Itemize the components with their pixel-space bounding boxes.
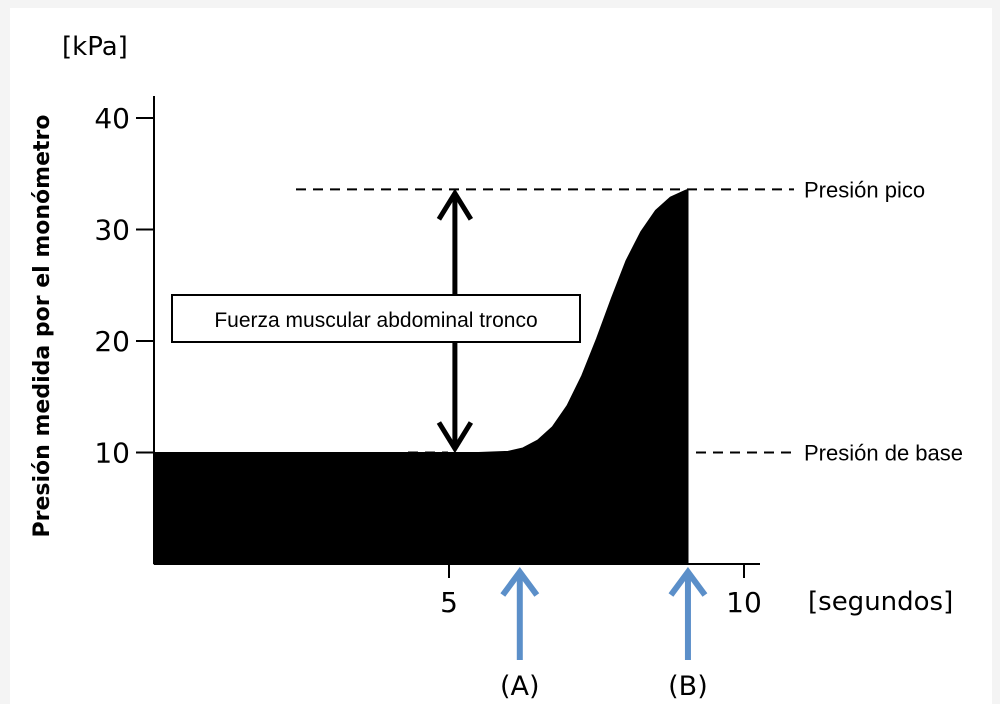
peak-pressure-label: Presión pico [804,177,925,202]
marker-label: (A) [500,671,540,702]
annotation-layer: Fuerza muscular abdominal tronco [171,188,581,454]
marker-layer: (A) (B) [500,566,708,702]
area-layer [153,188,689,565]
reference-lines: Presión pico Presión de base [296,177,963,466]
force-arrow-head-up [436,188,474,221]
annotation-box [171,294,581,343]
y-axis-title: Presión medida por el monómetro [30,115,55,538]
marker-arrow-head [500,566,540,597]
force-arrow-head-down [436,421,474,454]
marker-arrow-head [668,566,708,597]
event-marker: (B) [668,566,708,702]
marker-label: (B) [668,671,708,702]
y-tick-label: 30 [94,214,130,247]
pressure-area [153,188,689,565]
annotation-label: Fuerza muscular abdominal tronco [214,309,537,332]
x-tick-label: 5 [440,586,458,619]
axes-layer: 10 20 30 40 5 10 [94,96,762,619]
x-tick-label: 10 [726,586,762,619]
chart-panel [10,8,992,704]
x-unit-label: [segundos] [808,587,953,617]
y-tick-label: 20 [94,325,130,358]
y-unit-label: [kPa] [62,32,128,62]
y-tick-label: 10 [94,437,130,470]
base-pressure-label: Presión de base [804,441,963,466]
y-tick-label: 40 [94,102,130,135]
event-marker: (A) [500,566,540,702]
